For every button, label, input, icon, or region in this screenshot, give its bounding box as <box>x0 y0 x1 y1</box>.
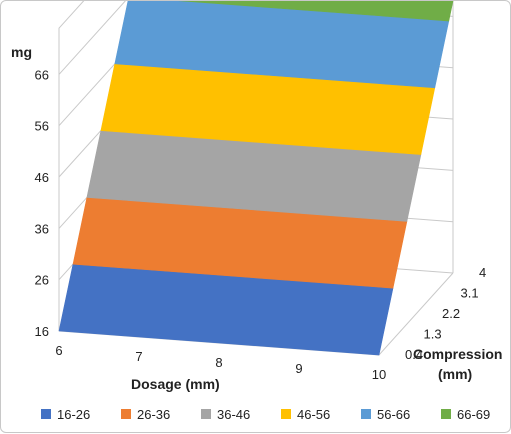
y-axis-title-line-1: Compression <box>413 346 502 362</box>
legend-swatch-56-66 <box>361 409 371 419</box>
legend-swatch-16-26 <box>41 409 51 419</box>
y-axis-ticks: 0.41.32.23.14 <box>405 265 486 362</box>
y-tick-label: 2.2 <box>442 306 460 321</box>
z-tick-label: 56 <box>35 119 49 134</box>
x-tick-label: 7 <box>135 349 142 364</box>
legend: 16-26 26-36 36-46 46-56 56-66 66-69 <box>41 407 490 422</box>
legend-label-26-36: 26-36 <box>137 407 170 422</box>
y-tick-label: 0.4 <box>405 347 423 362</box>
legend-label-36-46: 36-46 <box>217 407 250 422</box>
z-tick-label: 66 <box>35 67 49 82</box>
y-tick-label: 3.1 <box>461 286 479 301</box>
z-tick-label: 46 <box>35 170 49 185</box>
legend-swatch-36-46 <box>201 409 211 419</box>
z-tick-label: 36 <box>35 221 49 236</box>
x-tick-label: 9 <box>295 361 302 376</box>
legend-label-16-26: 16-26 <box>57 407 90 422</box>
legend-label-56-66: 56-66 <box>377 407 410 422</box>
z-tick-label: 26 <box>35 273 49 288</box>
legend-swatch-66-69 <box>441 409 451 419</box>
legend-label-46-56: 46-56 <box>297 407 330 422</box>
x-tick-label: 8 <box>215 355 222 370</box>
surface-band-66-69 <box>178 1 454 22</box>
z-axis-ticks: 16 26 36 46 56 66 <box>35 67 49 339</box>
x-axis-title: Dosage (mm) <box>131 376 220 392</box>
x-axis-ticks: 6 7 8 9 10 <box>55 343 386 382</box>
x-tick-label: 6 <box>55 343 62 358</box>
y-tick-label: 1.3 <box>424 327 442 342</box>
surface-bands <box>58 1 454 356</box>
wall-outline <box>58 1 454 331</box>
y-tick-label: 4 <box>479 265 486 280</box>
z-axis-title: mg <box>11 44 32 60</box>
z-tick-label: 16 <box>35 324 49 339</box>
legend-swatch-46-56 <box>281 409 291 419</box>
legend-label-66-69: 66-69 <box>457 407 490 422</box>
legend-swatch-26-36 <box>121 409 131 419</box>
y-axis-title-line-2: (mm) <box>438 366 472 382</box>
x-tick-label: 10 <box>372 367 386 382</box>
